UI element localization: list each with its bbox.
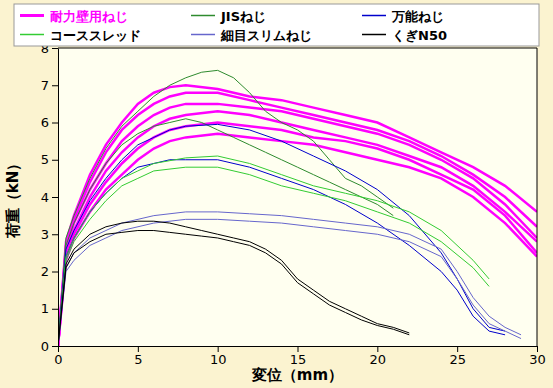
tick-mark [52,48,58,49]
legend-swatch [20,34,44,36]
tick-mark [52,346,58,347]
legend-swatch [20,14,44,17]
tick: 30 [529,346,546,367]
frame [537,48,538,346]
tick-mark [52,197,58,198]
legend-swatch [362,34,386,36]
legend-box [14,4,539,46]
data-line [58,123,537,347]
data-line [58,167,489,346]
tick-label: 25 [449,352,466,367]
data-line [58,160,505,346]
data-line [58,124,505,346]
data-line [58,134,537,346]
tick-mark [52,85,58,86]
tick: 2 [41,264,58,279]
frame [58,48,537,49]
tick-mark [58,346,59,352]
tick-mark [138,346,139,352]
legend-label: 万能ねじ [391,9,444,24]
tick-label: 30 [529,352,546,367]
data-line [58,93,537,346]
data-line [58,156,489,346]
tick-label: 15 [290,352,307,367]
tick-label: 1 [41,301,49,316]
tick: 20 [370,346,387,367]
data-line [58,221,409,346]
tick-label: 10 [210,352,227,367]
plot-lines [58,70,537,346]
tick-label: 0 [54,352,62,367]
x-axis: 0 5 10 15 20 25 30 [54,346,545,367]
data-line [58,219,521,346]
tick: 5 [134,346,142,367]
data-line [58,111,537,346]
data-line [58,85,537,346]
tick: 3 [41,227,58,242]
tick-mark [377,346,378,352]
legend: 耐力壁用ねじ JISねじ 万能ねじコーススレッド 細目スリムねじ くぎN50 [14,4,539,46]
tick-label: 3 [41,227,49,242]
tick-mark [218,346,219,352]
tick-mark [298,346,299,352]
tick-mark [52,123,58,124]
legend-swatch [191,34,215,36]
x-axis-title: 変位（mm） [251,366,343,384]
tick: 15 [290,346,307,367]
tick-label: 5 [134,352,142,367]
tick-mark [52,272,58,273]
tick: 5 [41,152,58,167]
data-line [58,70,393,346]
tick: 25 [449,346,466,367]
data-line [58,231,409,346]
y-axis-title: 荷重（kN） [4,156,22,240]
tick-mark [52,234,58,235]
tick-label: 4 [41,190,49,205]
legend-swatch [362,15,386,17]
tick-mark [52,160,58,161]
legend-swatch [191,15,215,17]
tick: 10 [210,346,227,367]
tick-mark [52,309,58,310]
axis-line [58,49,59,347]
y-axis: 012345678 [41,41,59,354]
data-line [58,212,521,346]
tick-label: 6 [41,115,49,130]
data-line [58,119,393,346]
tick: 0 [41,339,58,354]
tick-label: 2 [41,264,49,279]
tick-label: 0 [41,339,49,354]
tick: 0 [54,346,62,367]
tick-label: 5 [41,152,49,167]
legend-label: 耐力壁用ねじ [50,9,128,24]
background [0,0,553,388]
legend-label: JISねじ [220,9,266,24]
tick-label: 20 [370,352,387,367]
chart: 051015202530012345678変位（mm）荷重（kN）耐力壁用ねじJ… [0,0,553,388]
legend-label: くぎN50 [392,28,447,43]
legend-label: 細目スリムねじ [220,28,312,43]
tick: 7 [41,78,58,93]
plot-area [58,48,537,346]
data-line [58,104,537,346]
tick-mark [457,346,458,352]
legend-label: コーススレッド [50,28,141,43]
tick-mark [537,346,538,352]
tick: 4 [41,190,58,205]
tick: 6 [41,115,58,130]
tick-label: 7 [41,78,49,93]
tick: 1 [41,301,58,316]
